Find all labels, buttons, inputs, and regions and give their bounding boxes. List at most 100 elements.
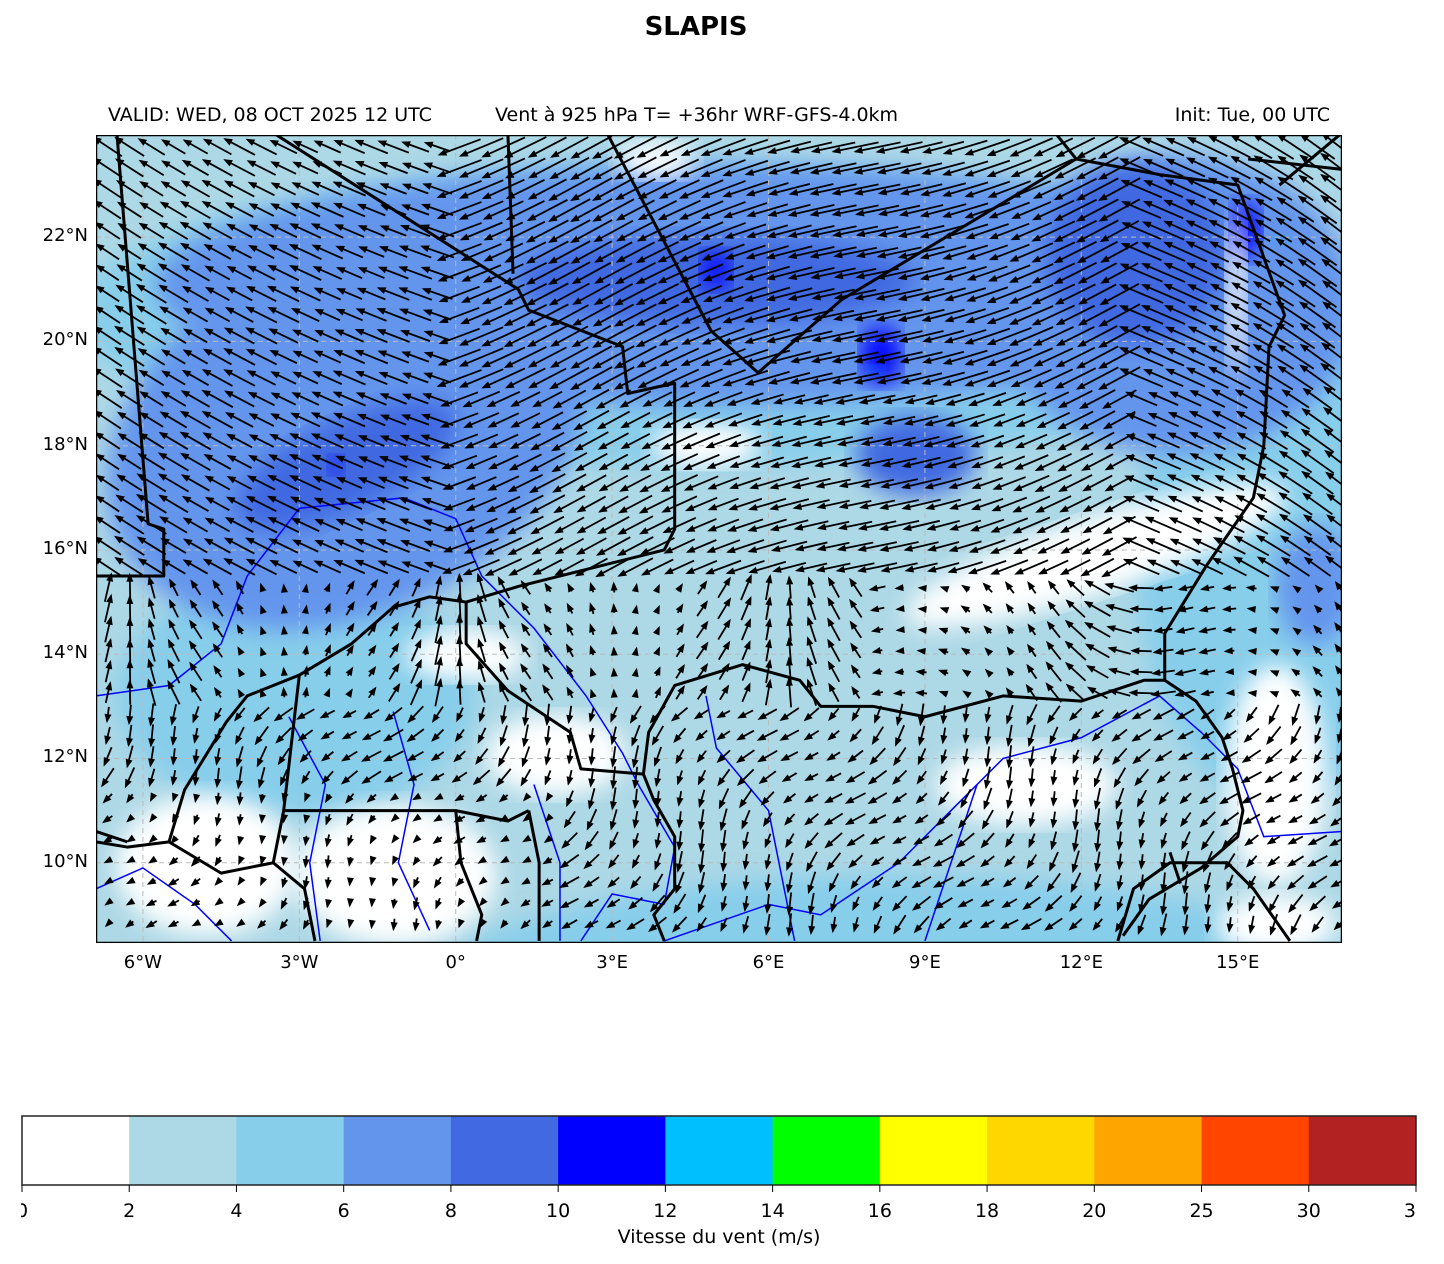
wind-arrow xyxy=(1122,516,1161,534)
wind-arrow xyxy=(179,431,212,451)
wind-arrow xyxy=(680,284,723,304)
wind-arrow xyxy=(1207,345,1251,369)
wind-arrow xyxy=(717,576,731,599)
colorbar-swatch xyxy=(1094,1116,1203,1185)
wind-arrow xyxy=(1057,390,1093,409)
wind-arrow xyxy=(723,202,768,219)
wind-arrow xyxy=(421,287,453,300)
wind-arrow xyxy=(179,452,211,472)
wind-arrow xyxy=(1252,280,1295,307)
wind-arrow xyxy=(1223,647,1235,655)
wind-arrow xyxy=(794,562,828,573)
wind-arrow xyxy=(223,537,255,555)
wind-arrow xyxy=(964,327,1011,345)
wind-arrow xyxy=(1301,470,1334,495)
wind-arrow xyxy=(422,183,453,195)
wind-arrow xyxy=(1192,517,1223,533)
wind-arrow xyxy=(158,284,189,304)
wind-arrow xyxy=(1146,433,1180,449)
wind-arrow xyxy=(1213,516,1245,534)
wind-arrow xyxy=(810,141,856,154)
wind-arrow xyxy=(104,637,113,663)
wind-arrow xyxy=(507,536,544,556)
wind-arrow xyxy=(461,264,502,282)
wind-arrow xyxy=(897,287,945,302)
wind-arrow xyxy=(1186,346,1228,368)
wind-arrow xyxy=(114,346,145,367)
wind-arrow xyxy=(525,240,569,264)
wind-arrow xyxy=(1297,216,1338,246)
wind-arrow xyxy=(1321,280,1342,297)
wind-arrow xyxy=(1247,648,1257,656)
wind-arrow xyxy=(182,517,209,533)
wind-arrow xyxy=(311,391,344,407)
wind-arrow xyxy=(1083,600,1111,617)
wind-arrow xyxy=(810,267,856,280)
wind-arrow xyxy=(970,434,1005,448)
lat-tick-label: 16°N xyxy=(42,537,88,559)
wind-arrow xyxy=(1334,621,1342,635)
wind-arrow xyxy=(443,539,476,553)
wind-arrow xyxy=(358,456,385,468)
wind-arrow xyxy=(1208,324,1251,348)
wind-arrow xyxy=(460,305,503,325)
wind-arrow xyxy=(1098,135,1141,159)
wind-arrow xyxy=(521,601,531,616)
wind-arrow xyxy=(1078,283,1117,305)
wind-arrow xyxy=(465,497,497,511)
river xyxy=(288,716,327,942)
wind-arrow xyxy=(722,138,769,156)
wind-arrow xyxy=(813,436,853,447)
wind-arrow xyxy=(401,141,430,153)
wind-arrow xyxy=(816,499,850,510)
wind-arrow xyxy=(266,285,300,303)
wind-arrow xyxy=(235,580,244,595)
wind-arrow xyxy=(1320,342,1342,360)
wind-arrow xyxy=(1165,158,1206,178)
wind-arrow xyxy=(136,326,167,346)
wind-arrow xyxy=(1058,474,1093,492)
wind-arrow xyxy=(137,558,166,576)
wind-arrow xyxy=(1230,365,1273,391)
wind-arrow xyxy=(833,246,878,259)
wind-arrow xyxy=(947,456,984,469)
wind-arrow xyxy=(598,453,629,471)
wind-arrow xyxy=(703,391,743,407)
wind-arrow xyxy=(1298,301,1336,329)
wind-arrow xyxy=(460,285,502,303)
wind-arrow xyxy=(570,219,613,243)
wind-arrow xyxy=(1214,474,1245,491)
wind-arrow xyxy=(679,368,723,388)
wind-arrow xyxy=(203,538,231,554)
wind-arrow xyxy=(1191,559,1224,575)
wind-arrow xyxy=(613,366,657,390)
wind-arrow xyxy=(503,283,548,306)
wind-arrow xyxy=(1098,198,1141,222)
river xyxy=(96,867,233,942)
wind-arrow xyxy=(921,308,965,323)
wind-arrow xyxy=(345,622,355,637)
wind-arrow xyxy=(116,264,143,282)
wind-arrow xyxy=(1164,179,1207,199)
wind-arrow xyxy=(942,202,989,218)
wind-arrow xyxy=(1013,537,1050,555)
wind-arrow xyxy=(1278,471,1313,495)
wind-arrow xyxy=(212,621,224,638)
wind-arrow xyxy=(289,286,321,302)
wind-arrow xyxy=(544,603,553,614)
wind-arrow xyxy=(1010,221,1053,241)
wind-arrow xyxy=(1076,240,1118,264)
wind-arrow xyxy=(947,561,983,574)
wind-arrow xyxy=(1059,559,1091,576)
colorbar-tick-label: 0 xyxy=(21,1200,28,1222)
wind-arrow xyxy=(722,180,769,198)
wind-arrow xyxy=(1233,535,1270,557)
wind-arrow xyxy=(1053,219,1097,243)
wind-arrow xyxy=(613,303,657,327)
colorbar-swatch xyxy=(236,1116,345,1185)
wind-arrow xyxy=(678,200,724,220)
wind-arrow xyxy=(1230,323,1273,349)
wind-arrow xyxy=(1166,474,1204,492)
wind-arrow xyxy=(1169,538,1201,554)
wind-arrow xyxy=(1209,262,1249,284)
